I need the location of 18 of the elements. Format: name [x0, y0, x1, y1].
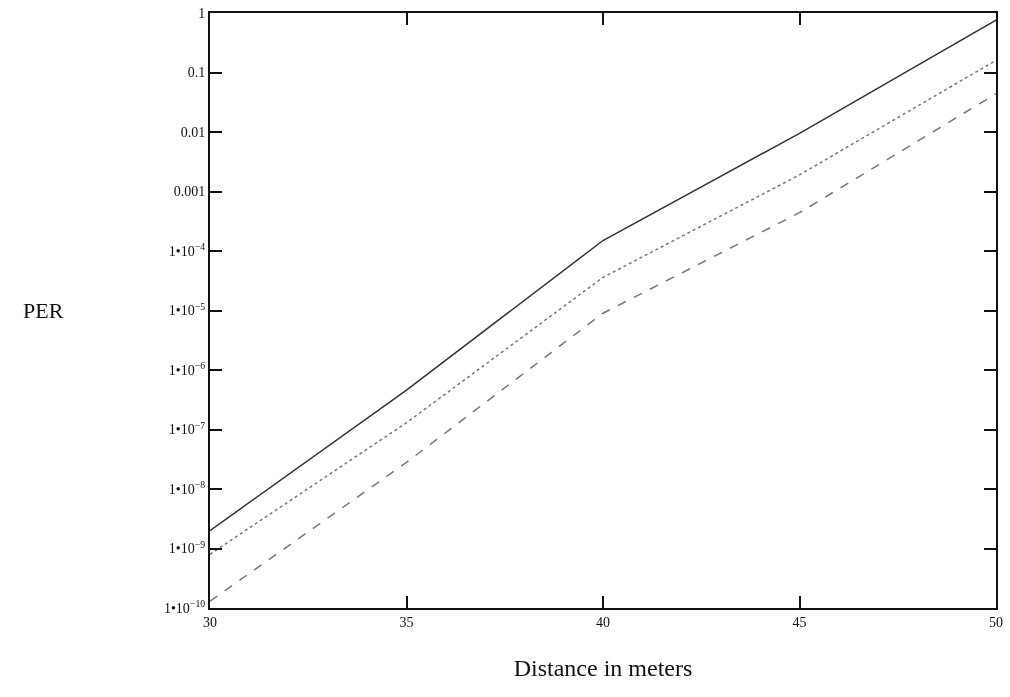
- y-tick-label: 1•10$^{−10}$: [163, 598, 206, 616]
- x-tick-label: 40: [596, 614, 610, 630]
- y-tick-label: 0.01: [180, 124, 206, 140]
- y-tick-label: 0.1: [187, 65, 206, 81]
- x-tick-label: 30: [203, 614, 217, 630]
- y-axis-title: PER: [23, 298, 64, 323]
- y-tick-label: 1•10$^{−9}$: [168, 538, 206, 557]
- y-tick-label: 1•10$^{−8}$: [168, 479, 206, 497]
- x-tick-label: 50: [989, 614, 1003, 630]
- y-tick-label: 1: [198, 5, 206, 21]
- y-tick-label: 1•10$^{−5}$: [168, 300, 206, 319]
- y-tick-label: 1•10$^{−6}$: [168, 360, 206, 378]
- x-tick-label: 45: [792, 614, 807, 630]
- y-tick-label: 1•10$^{−7}$: [168, 419, 206, 438]
- y-tick-label: 1•10$^{−4}$: [168, 241, 206, 259]
- y-tick-label: 0.001: [173, 184, 206, 200]
- x-tick-label: 35: [399, 614, 414, 630]
- x-axis-title: Distance in meters: [513, 654, 693, 681]
